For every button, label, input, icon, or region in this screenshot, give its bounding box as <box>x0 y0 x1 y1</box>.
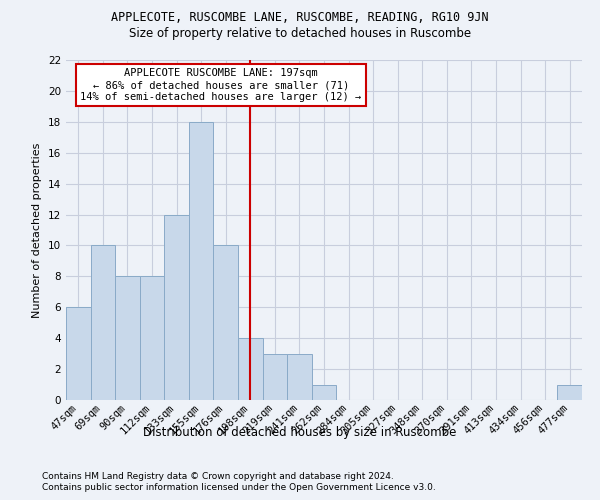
Bar <box>164 214 189 400</box>
Y-axis label: Number of detached properties: Number of detached properties <box>32 142 43 318</box>
Bar <box>140 276 164 400</box>
Text: Contains HM Land Registry data © Crown copyright and database right 2024.: Contains HM Land Registry data © Crown c… <box>42 472 394 481</box>
Bar <box>66 308 91 400</box>
Text: APPLECOTE RUSCOMBE LANE: 197sqm
← 86% of detached houses are smaller (71)
14% of: APPLECOTE RUSCOMBE LANE: 197sqm ← 86% of… <box>80 68 361 102</box>
Bar <box>312 384 336 400</box>
Text: Contains public sector information licensed under the Open Government Licence v3: Contains public sector information licen… <box>42 484 436 492</box>
Text: Size of property relative to detached houses in Ruscombe: Size of property relative to detached ho… <box>129 27 471 40</box>
Bar <box>557 384 582 400</box>
Text: APPLECOTE, RUSCOMBE LANE, RUSCOMBE, READING, RG10 9JN: APPLECOTE, RUSCOMBE LANE, RUSCOMBE, READ… <box>111 11 489 24</box>
Bar <box>263 354 287 400</box>
Bar <box>115 276 140 400</box>
Bar <box>238 338 263 400</box>
Text: Distribution of detached houses by size in Ruscombe: Distribution of detached houses by size … <box>143 426 457 439</box>
Bar <box>189 122 214 400</box>
Bar <box>214 246 238 400</box>
Bar <box>287 354 312 400</box>
Bar <box>91 246 115 400</box>
